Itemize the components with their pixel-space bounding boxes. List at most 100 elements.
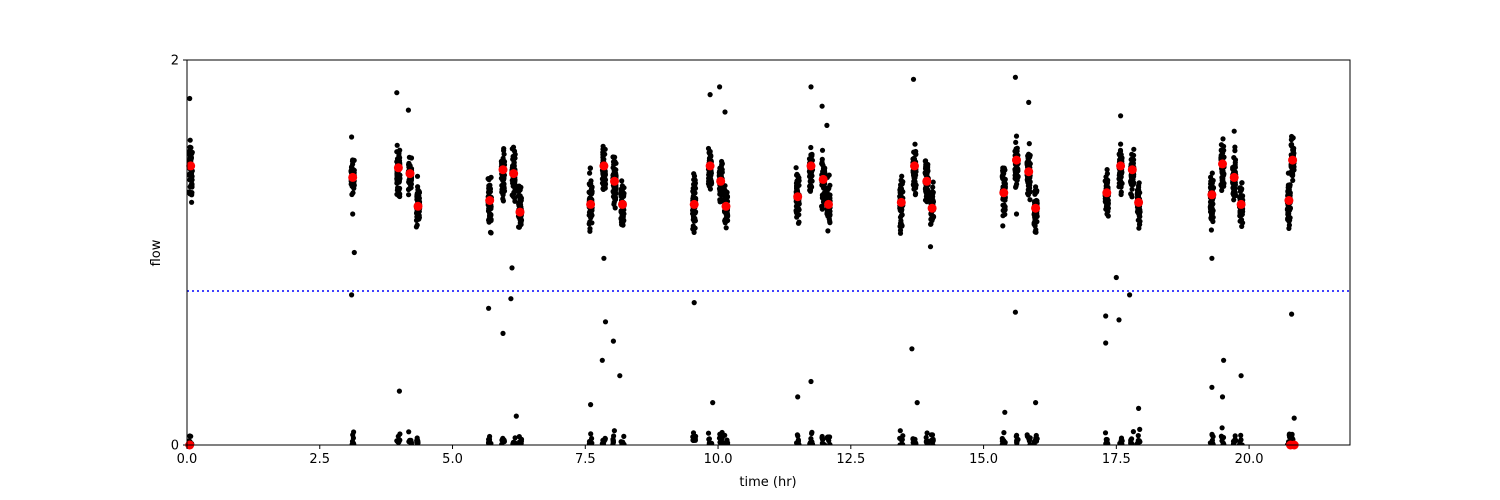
- raw-point: [709, 441, 715, 445]
- raw-point: [819, 435, 825, 441]
- raw-point: [1014, 177, 1020, 183]
- raw-point: [899, 437, 905, 443]
- mean-point: [610, 176, 619, 186]
- raw-point: [1219, 425, 1225, 431]
- raw-point: [500, 177, 506, 183]
- raw-point: [1103, 313, 1109, 319]
- raw-point: [350, 190, 356, 196]
- raw-point: [824, 187, 830, 193]
- raw-point: [1130, 177, 1136, 183]
- raw-point: [899, 223, 905, 229]
- x-tick-label: 17.5: [1102, 452, 1131, 467]
- raw-point: [414, 210, 420, 216]
- raw-point: [793, 208, 799, 214]
- raw-point: [1290, 173, 1296, 179]
- raw-point: [909, 346, 915, 352]
- raw-point: [512, 435, 518, 441]
- plot-frame: [186, 59, 1351, 446]
- raw-point: [929, 198, 935, 204]
- raw-point: [601, 156, 607, 162]
- raw-point: [808, 378, 814, 385]
- raw-point: [509, 265, 515, 271]
- raw-point: [602, 181, 609, 187]
- mean-point: [498, 165, 508, 175]
- raw-point: [588, 186, 595, 193]
- raw-point: [1136, 210, 1142, 216]
- raw-point: [1128, 173, 1134, 179]
- raw-point: [1102, 430, 1109, 436]
- raw-point: [912, 184, 919, 190]
- raw-point: [809, 441, 816, 445]
- raw-point: [692, 180, 699, 186]
- mean-point: [1218, 159, 1227, 169]
- raw-point: [923, 163, 929, 170]
- raw-point: [619, 441, 625, 445]
- raw-point: [1105, 177, 1111, 183]
- raw-point: [408, 182, 414, 188]
- raw-point: [930, 189, 936, 195]
- raw-point: [719, 167, 725, 173]
- mean-point: [509, 169, 519, 179]
- raw-point: [1238, 373, 1244, 379]
- raw-point: [518, 197, 524, 203]
- raw-point: [586, 221, 592, 227]
- mean-point: [716, 176, 726, 186]
- raw-point: [612, 167, 618, 174]
- raw-point: [1000, 165, 1006, 171]
- raw-point: [1117, 156, 1123, 162]
- raw-point: [394, 90, 400, 96]
- raw-point: [406, 192, 412, 198]
- mean-point: [599, 161, 609, 171]
- raw-point: [1013, 183, 1019, 189]
- raw-point: [510, 442, 516, 445]
- raw-point: [1119, 438, 1125, 444]
- raw-point: [1027, 197, 1033, 203]
- raw-point: [1026, 99, 1032, 105]
- mean-point: [806, 161, 816, 171]
- raw-point: [351, 249, 357, 256]
- raw-point: [501, 146, 507, 152]
- raw-point: [897, 227, 904, 233]
- mean-point: [618, 199, 627, 209]
- raw-point: [822, 169, 828, 175]
- raw-point: [510, 156, 517, 163]
- mean-point: [896, 197, 906, 207]
- raw-point: [487, 215, 493, 221]
- raw-point: [589, 435, 595, 442]
- raw-point: [722, 109, 728, 115]
- raw-point: [808, 84, 814, 90]
- mean-point: [586, 199, 596, 209]
- raw-point: [930, 438, 936, 444]
- mean-point: [413, 201, 423, 211]
- raw-point: [796, 219, 802, 225]
- y-axis-label: flow: [149, 239, 164, 266]
- raw-point: [499, 186, 505, 193]
- raw-point: [396, 158, 402, 164]
- raw-point: [621, 433, 627, 439]
- raw-point: [516, 434, 522, 440]
- raw-point: [1014, 167, 1020, 173]
- mean-point: [1012, 155, 1021, 165]
- raw-point: [724, 211, 730, 217]
- raw-point: [719, 161, 725, 167]
- raw-point: [1103, 340, 1109, 346]
- y-tick-label: 2: [171, 54, 179, 69]
- raw-point: [1288, 142, 1294, 148]
- raw-point: [1025, 183, 1031, 189]
- raw-point: [807, 187, 814, 193]
- raw-point: [808, 152, 814, 158]
- x-tick-label: 5.0: [442, 452, 463, 467]
- raw-point: [1013, 139, 1019, 145]
- raw-point: [819, 156, 825, 162]
- raw-point: [1013, 146, 1019, 152]
- raw-point: [897, 428, 903, 434]
- raw-point: [1219, 179, 1225, 185]
- raw-point: [1128, 440, 1134, 445]
- raw-point: [794, 432, 801, 438]
- raw-point: [691, 229, 697, 235]
- raw-point: [601, 255, 607, 261]
- raw-point: [910, 76, 917, 82]
- raw-point: [1219, 168, 1225, 174]
- raw-point: [825, 213, 831, 219]
